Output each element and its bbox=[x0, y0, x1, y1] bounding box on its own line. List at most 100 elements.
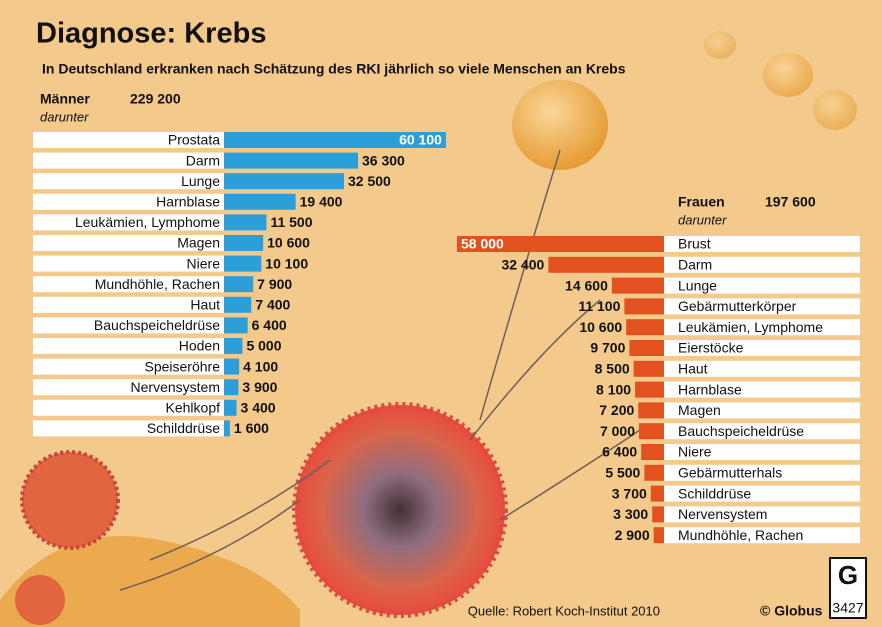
category-label: Leukämien, Lymphome bbox=[75, 214, 220, 230]
value-label: 7 900 bbox=[257, 276, 292, 292]
logo-number: 3427 bbox=[832, 600, 863, 616]
value-label: 3 400 bbox=[241, 400, 276, 416]
category-label: Gebärmutterkörper bbox=[678, 298, 797, 314]
category-label: Darm bbox=[186, 152, 220, 168]
category-label: Speiseröhre bbox=[145, 358, 221, 374]
value-label: 7 400 bbox=[255, 297, 290, 313]
category-label: Hoden bbox=[179, 338, 220, 354]
category-label: Bauchspeicheldrüse bbox=[94, 317, 220, 333]
bar bbox=[224, 359, 239, 375]
category-label: Harnblase bbox=[678, 381, 742, 397]
category-label: Niere bbox=[678, 444, 712, 460]
category-label: Prostata bbox=[168, 132, 220, 148]
category-label: Nervensystem bbox=[678, 506, 767, 522]
bar bbox=[224, 173, 344, 189]
subtitle: In Deutschland erkranken nach Schätzung … bbox=[42, 61, 626, 77]
source: Quelle: Robert Koch-Institut 2010 bbox=[468, 603, 660, 618]
group-title: Frauen bbox=[678, 194, 725, 210]
value-label: 10 100 bbox=[265, 255, 308, 271]
bar bbox=[224, 400, 237, 416]
bar bbox=[224, 214, 266, 230]
bar bbox=[224, 297, 251, 313]
value-label: 3 300 bbox=[613, 506, 648, 522]
group-note: darunter bbox=[678, 212, 727, 227]
value-label: 11 100 bbox=[578, 298, 620, 314]
value-label: 2 900 bbox=[615, 527, 650, 543]
category-label: Darm bbox=[678, 257, 712, 273]
category-label: Mundhöhle, Rachen bbox=[95, 276, 220, 292]
bar bbox=[626, 319, 664, 335]
value-label: 32 400 bbox=[502, 257, 545, 273]
bar bbox=[652, 506, 664, 522]
credit: © Globus bbox=[760, 603, 823, 619]
category-label: Haut bbox=[190, 297, 220, 313]
category-label: Lunge bbox=[678, 277, 717, 293]
bar bbox=[224, 379, 238, 395]
value-label: 9 700 bbox=[590, 340, 625, 356]
value-label: 19 400 bbox=[300, 194, 343, 210]
category-label: Schilddrüse bbox=[678, 485, 751, 501]
value-label: 1 600 bbox=[234, 420, 269, 436]
group-note: darunter bbox=[40, 109, 89, 124]
bar bbox=[629, 340, 664, 356]
value-label: 14 600 bbox=[565, 277, 608, 293]
infographic: Diagnose: Krebs In Deutschland erkranken… bbox=[0, 0, 882, 627]
value-label: 8 500 bbox=[595, 361, 630, 377]
bar bbox=[641, 444, 664, 460]
value-label: 11 500 bbox=[270, 214, 312, 230]
value-label: 6 400 bbox=[252, 317, 287, 333]
bar bbox=[651, 486, 664, 502]
bar bbox=[224, 256, 261, 272]
category-label: Gebärmutterhals bbox=[678, 465, 782, 481]
category-label: Nervensystem bbox=[131, 379, 220, 395]
bar bbox=[612, 278, 664, 294]
category-label: Magen bbox=[678, 402, 721, 418]
group-total: 229 200 bbox=[130, 91, 181, 107]
bar bbox=[638, 402, 664, 418]
value-label: 3 900 bbox=[242, 379, 277, 395]
value-label: 6 400 bbox=[602, 444, 637, 460]
bar bbox=[635, 382, 664, 398]
bar bbox=[224, 235, 263, 251]
value-label: 7 000 bbox=[600, 423, 635, 439]
value-label: 4 100 bbox=[243, 358, 278, 374]
bar bbox=[224, 276, 253, 292]
value-label: 5 500 bbox=[605, 465, 640, 481]
category-label: Schilddrüse bbox=[147, 420, 220, 436]
category-label: Lunge bbox=[181, 173, 220, 189]
category-label: Leukämien, Lymphome bbox=[678, 319, 823, 335]
bar bbox=[634, 361, 664, 377]
group-title: Männer bbox=[40, 91, 90, 107]
category-label: Magen bbox=[177, 235, 220, 251]
category-label: Niere bbox=[187, 255, 221, 271]
value-label: 58 000 bbox=[461, 236, 504, 252]
category-label: Kehlkopf bbox=[166, 400, 221, 416]
bar bbox=[654, 527, 664, 543]
bar bbox=[224, 194, 296, 210]
value-label: 60 100 bbox=[399, 132, 442, 148]
bar bbox=[548, 257, 664, 273]
category-label: Harnblase bbox=[156, 194, 220, 210]
value-label: 5 000 bbox=[246, 338, 281, 354]
category-label: Brust bbox=[678, 236, 711, 252]
title: Diagnose: Krebs bbox=[36, 18, 266, 50]
value-label: 3 700 bbox=[612, 485, 647, 501]
bar bbox=[624, 298, 664, 314]
value-label: 8 100 bbox=[596, 381, 631, 397]
bar bbox=[224, 317, 248, 333]
value-label: 36 300 bbox=[362, 152, 405, 168]
bar bbox=[224, 338, 242, 354]
logo: G bbox=[838, 560, 858, 590]
category-label: Haut bbox=[678, 361, 708, 377]
group-total: 197 600 bbox=[765, 194, 816, 210]
category-label: Bauchspeicheldrüse bbox=[678, 423, 804, 439]
value-label: 32 500 bbox=[348, 173, 391, 189]
bar bbox=[639, 423, 664, 439]
category-label: Mundhöhle, Rachen bbox=[678, 527, 803, 543]
value-label: 10 600 bbox=[579, 319, 622, 335]
bar bbox=[224, 153, 358, 169]
bar bbox=[644, 465, 664, 481]
bar bbox=[224, 420, 230, 436]
category-label: Eierstöcke bbox=[678, 340, 744, 356]
value-label: 10 600 bbox=[267, 235, 310, 251]
